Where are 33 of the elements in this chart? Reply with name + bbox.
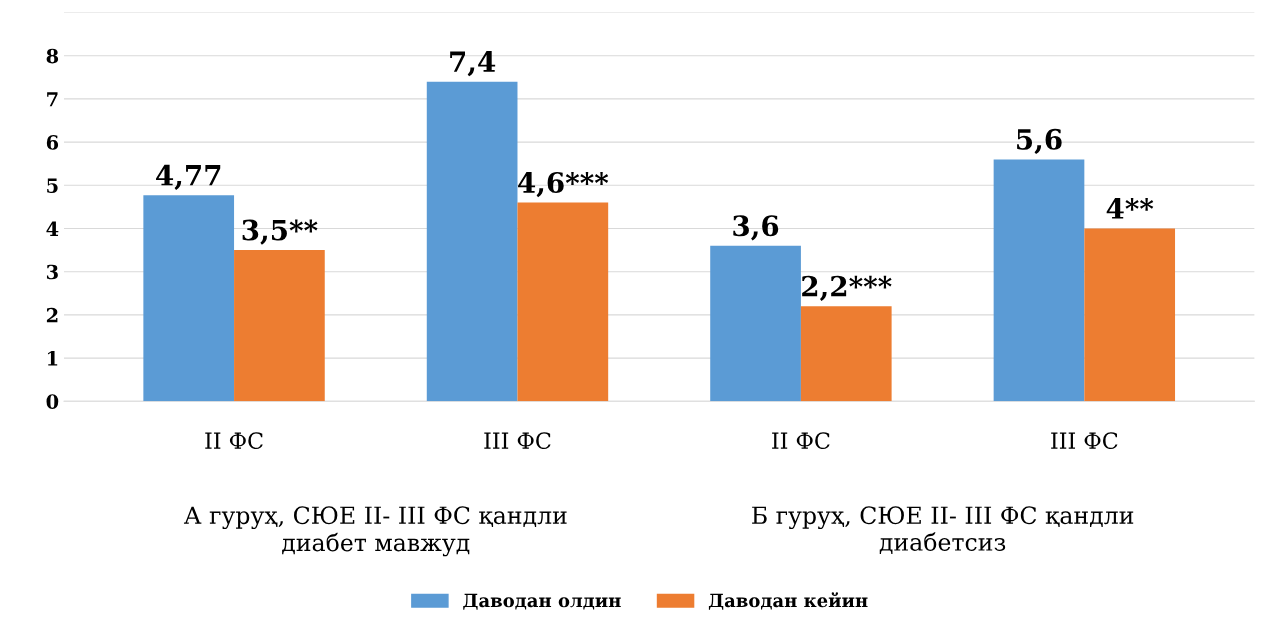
bar	[143, 195, 235, 402]
y-tick-label: 5	[47, 178, 58, 193]
bar	[426, 81, 518, 402]
y-tick-label: 3	[46, 264, 58, 280]
x-tick-label: II ФС	[772, 432, 830, 450]
bar	[993, 159, 1085, 402]
data-label: 2,2***	[802, 275, 892, 301]
bar	[1084, 228, 1176, 402]
x-tick-label: III ФС	[1051, 432, 1118, 450]
data-label: 3,5**	[242, 219, 318, 245]
y-tick-label: 7	[47, 92, 58, 107]
data-label: 3,6	[733, 215, 779, 241]
x-tick-label: III ФС	[484, 432, 551, 450]
y-tick-label: 1	[47, 351, 58, 366]
y-tick-label: 0	[46, 394, 59, 409]
data-label: 4,6***	[518, 172, 609, 198]
data-label: 7,4	[450, 51, 496, 77]
text: Б гуруҳ, СЮЕ II- III ФС қандли диабетсиз	[752, 506, 1134, 554]
y-tick-label: 2	[46, 307, 58, 323]
data-label: 4**	[1106, 197, 1154, 219]
bar	[234, 250, 325, 402]
y-tick-label: 6	[46, 135, 59, 150]
bar	[800, 306, 892, 402]
x-tick-label: II ФС	[205, 432, 263, 450]
bar	[710, 245, 801, 402]
legend-label: Даводан кейин	[708, 592, 868, 610]
legend-label: Даводан олдин	[463, 593, 621, 610]
data-label: 5,6	[1017, 128, 1062, 155]
y-tick-label: 8	[46, 48, 59, 64]
bar	[517, 202, 609, 402]
data-label: 4,77	[156, 164, 221, 190]
text: А гуруҳ, СЮЕ II- III ФС қандли диабет мавжуд	[183, 506, 567, 557]
y-tick-label: 4	[46, 221, 59, 236]
